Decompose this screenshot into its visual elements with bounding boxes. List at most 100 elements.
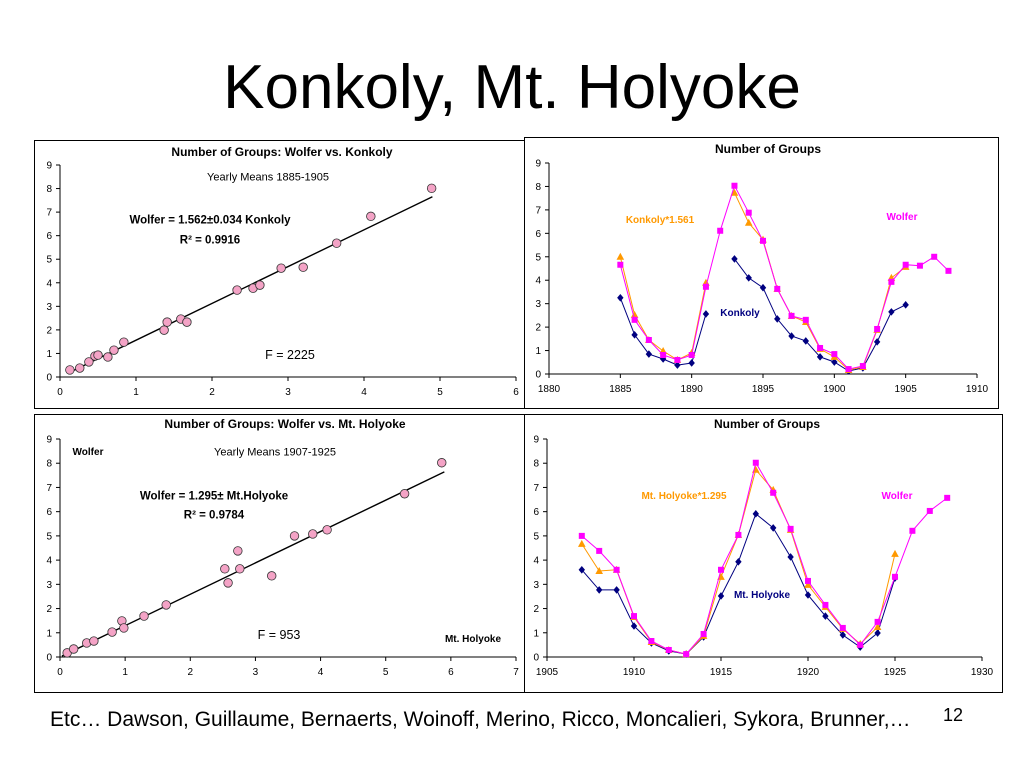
data-point <box>926 507 933 514</box>
data-point <box>630 622 638 630</box>
data-point <box>683 651 690 658</box>
x-axis-label: Mt. Holyoke <box>444 634 502 645</box>
data-point <box>752 459 759 466</box>
chart-number-of-groups-mt-holyoke: 0 1 2 3 4 5 6 7 8 9 1905 1910 1915 1920 1925 1930 Numbe… <box>524 414 1003 693</box>
data-point <box>162 317 172 327</box>
x-tick-label: 1920 <box>797 667 820 678</box>
y-tick-label: 3 <box>535 299 541 310</box>
data-point <box>578 532 585 539</box>
y-tick-label: 3 <box>533 580 539 591</box>
x-tick-label: 1905 <box>895 384 918 395</box>
slide-number: 12 <box>943 705 964 725</box>
data-point <box>688 359 695 367</box>
chart-title: Number of Groups <box>713 417 821 431</box>
data-point <box>613 566 620 573</box>
series-line <box>581 461 948 655</box>
r-squared-label: R² = 0.9916 <box>179 234 241 247</box>
data-point <box>109 345 119 355</box>
data-point <box>916 262 923 269</box>
x-tick-label: 2 <box>188 667 194 678</box>
chart-title: Number of Groups: Wolfer vs. Mt. Holyoke <box>164 417 406 431</box>
data-point <box>595 567 603 575</box>
regression-equation: Wolfer = 1.295± Mt.Holyoke <box>139 490 289 503</box>
y-tick-label: 1 <box>533 628 539 639</box>
y-tick-label: 5 <box>535 252 541 263</box>
data-point <box>182 317 192 327</box>
y-tick-label: 8 <box>535 182 541 193</box>
series-label-mt-holyoke: Mt. Holyoke <box>733 590 791 601</box>
data-point <box>596 547 603 554</box>
data-point <box>892 573 898 580</box>
x-tick-label: 2 <box>209 387 215 398</box>
chart-subtitle: Yearly Means 1885-1905 <box>207 171 329 184</box>
f-statistic-label: F = 953 <box>257 627 301 642</box>
x-tick-label: 1925 <box>884 667 907 678</box>
series-label-konkoly: Konkoly <box>720 308 760 319</box>
x-tick-label: 1895 <box>752 384 775 395</box>
series-label-wolfer: Wolfer <box>886 212 918 223</box>
chart-title: Number of Groups: Wolfer vs. Konkoly <box>171 145 393 159</box>
y-tick-label: 8 <box>533 459 539 470</box>
data-point <box>857 641 864 648</box>
y-tick-label: 7 <box>46 483 52 494</box>
y-tick-label: 6 <box>46 507 52 518</box>
chart-number-of-groups-konkoly-plot: 0 1 2 3 4 5 6 7 8 9 1880 1885 1890 1895 1900 1905 1910 <box>535 159 989 396</box>
data-point <box>745 209 752 216</box>
footer-observer-list: Etc… Dawson, Guillaume, Bernaerts, Woino… <box>50 708 911 731</box>
x-tick-label: 4 <box>318 667 324 678</box>
y-tick-label: 5 <box>533 531 539 542</box>
data-point <box>665 646 672 653</box>
data-point <box>759 283 767 292</box>
series-label-wolfer: Wolfer <box>881 491 913 502</box>
data-point <box>760 237 766 244</box>
data-point <box>613 586 620 594</box>
data-point <box>873 622 882 630</box>
x-tick-label: 1910 <box>623 667 646 678</box>
y-tick-label: 4 <box>46 556 52 567</box>
data-point <box>631 613 637 620</box>
data-point <box>255 280 265 290</box>
data-point <box>702 283 709 290</box>
data-point <box>730 188 739 196</box>
chart-wolfer-vs-mt-holyoke: 0 1 2 3 4 5 6 7 8 9 0 1 2 3 4 5 6 7 Number of Groups: Wol… <box>34 414 525 693</box>
data-point <box>660 352 667 359</box>
series-label-mt-holyoke-scaled: Mt. Holyoke*1.295 <box>641 491 727 502</box>
chart-wolfer-vs-konkoly-plot: 0 1 2 3 4 5 6 7 8 9 0 1 2 3 4 5 6 <box>46 161 519 399</box>
y-tick-label: 3 <box>46 302 52 313</box>
x-tick-label: 1880 <box>538 384 561 395</box>
data-point <box>119 337 129 347</box>
x-tick-label: 1900 <box>823 384 846 395</box>
y-tick-label: 7 <box>46 208 52 219</box>
data-point <box>731 182 738 189</box>
y-tick-label: 2 <box>533 604 539 615</box>
data-point <box>437 458 447 468</box>
data-point <box>804 580 812 588</box>
y-tick-label: 2 <box>46 604 52 615</box>
data-point <box>802 337 809 345</box>
slide-title: Konkoly, Mt. Holyoke <box>223 53 801 122</box>
data-point <box>774 315 781 323</box>
data-point <box>220 564 230 574</box>
y-tick-label: 8 <box>46 459 52 470</box>
y-tick-label: 1 <box>535 346 541 357</box>
x-tick-label: 3 <box>253 667 259 678</box>
data-point <box>717 592 725 600</box>
y-tick-label: 1 <box>46 628 52 639</box>
data-point <box>788 332 795 340</box>
y-tick-label: 9 <box>46 161 52 172</box>
data-point <box>617 261 624 268</box>
data-point <box>788 312 795 319</box>
data-point <box>735 531 742 538</box>
data-point <box>902 301 909 309</box>
y-tick-label: 4 <box>533 556 539 567</box>
x-tick-label: 1910 <box>966 384 989 395</box>
data-point <box>735 558 742 566</box>
y-tick-label: 7 <box>535 205 541 216</box>
data-point <box>366 211 376 222</box>
data-point <box>89 636 99 646</box>
data-point <box>944 494 951 501</box>
data-point <box>845 366 852 373</box>
y-tick-label: 0 <box>46 653 52 664</box>
data-point <box>718 566 724 573</box>
data-point <box>139 611 149 621</box>
